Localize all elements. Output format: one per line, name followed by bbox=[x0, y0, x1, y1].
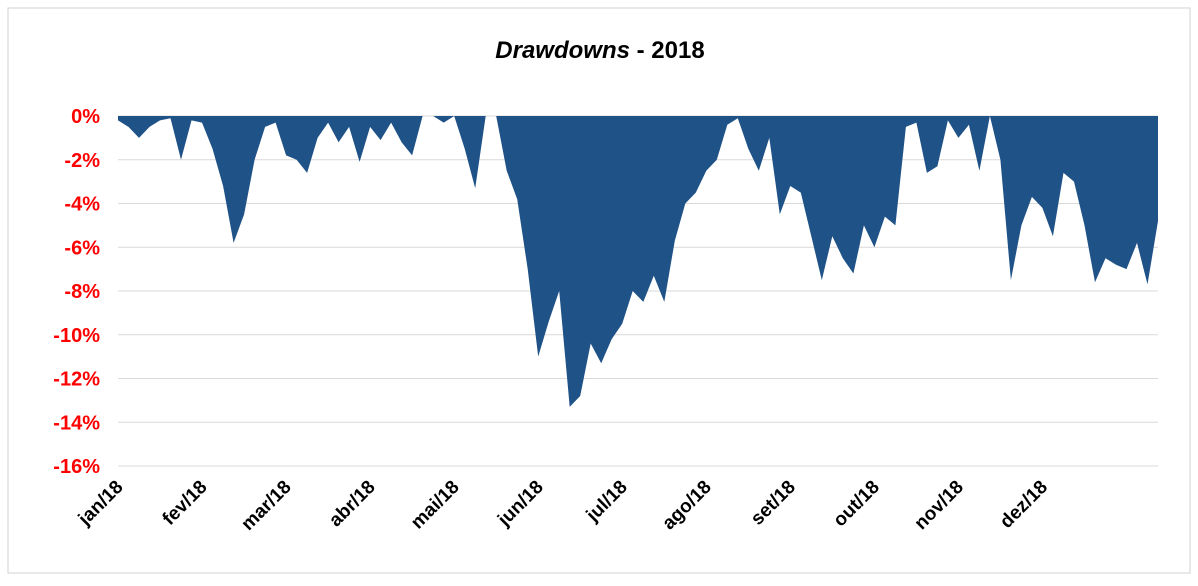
y-tick-label: -6% bbox=[64, 237, 100, 259]
y-tick-label: -10% bbox=[53, 325, 100, 347]
title-rest: - 2018 bbox=[637, 37, 705, 64]
area bbox=[118, 116, 1158, 407]
chart-title: Drawdowns - 2018 bbox=[495, 37, 704, 64]
y-tick-label: -8% bbox=[64, 281, 100, 303]
y-tick-label: -16% bbox=[53, 456, 100, 478]
y-tick-label: -12% bbox=[53, 369, 100, 391]
y-tick-label: -2% bbox=[64, 150, 100, 172]
title-italic: Drawdowns bbox=[495, 37, 630, 64]
y-tick-label: -4% bbox=[64, 194, 100, 216]
y-tick-label: 0% bbox=[71, 106, 100, 128]
y-tick-label: -14% bbox=[53, 412, 100, 434]
